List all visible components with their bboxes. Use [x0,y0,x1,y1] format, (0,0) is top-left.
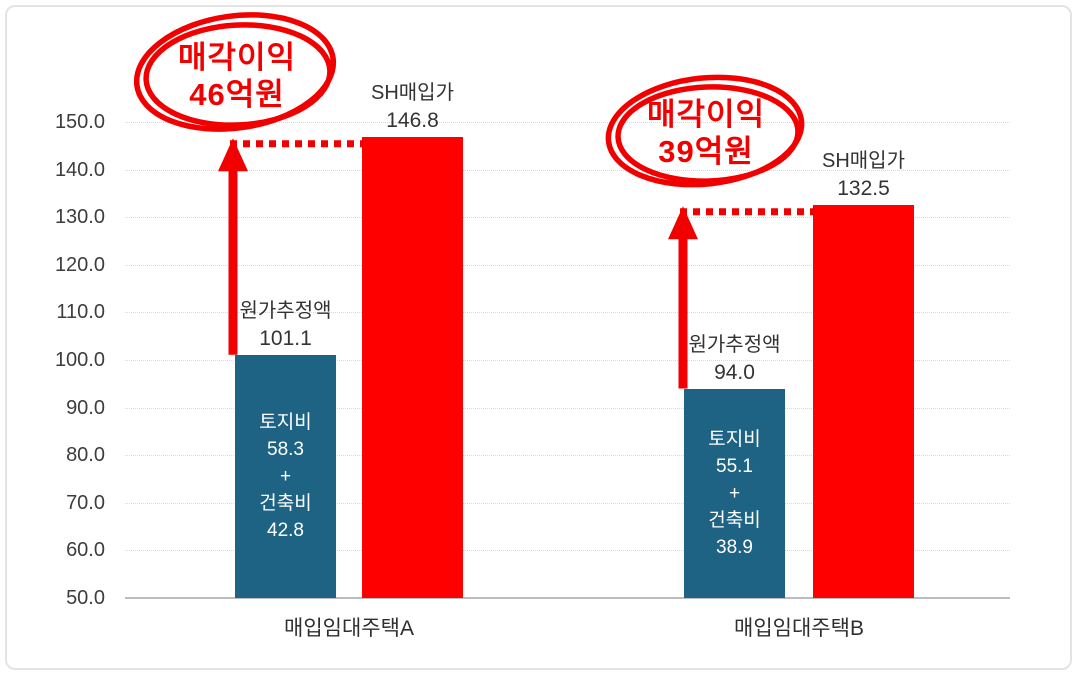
cost-estimate-title: 원가추정액 [239,299,332,322]
sale-profit-label: 매각이익 [177,40,297,75]
y-gridline [125,312,1010,314]
cost-estimate-label-a: 원가추정액 101.1 [191,297,381,353]
y-tick-label: 90.0 [66,396,105,419]
y-tick-label: 150.0 [54,111,105,133]
construction-cost-value: 42.8 [267,519,304,541]
y-tick-label: 140.0 [54,158,105,181]
price-bar-a [362,137,463,598]
y-tick-label: 120.0 [54,253,105,276]
y-gridline [125,217,1010,219]
sh-purchase-title: SH매입가 [822,150,905,173]
construction-cost-value: 38.9 [716,536,753,558]
construction-cost-label: 건축비 [259,492,312,514]
plus-sign: + [279,465,292,487]
sale-profit-annotation-b: 매각이익 39억원 [601,96,811,170]
y-tick-label: 100.0 [54,349,105,371]
sh-purchase-label-a: SH매입가 146.8 [318,79,508,135]
sale-profit-annotation-a: 매각이익 46억원 [132,39,342,113]
sh-purchase-value: 132.5 [837,177,890,201]
cost-bar-b-breakdown: 토지비 55.1 + 건축비 38.9 [684,389,785,598]
sale-profit-value: 39억원 [658,134,754,169]
cost-estimate-label-b: 원가추정액 94.0 [640,331,830,387]
y-gridline [125,550,1010,552]
construction-cost-label: 건축비 [708,509,761,531]
cost-bar-b: 토지비 55.1 + 건축비 38.9 [684,388,785,598]
y-tick-label: 50.0 [66,587,105,609]
sale-profit-value: 46억원 [189,77,285,112]
y-gridline [125,264,1010,266]
cost-bar-a: 토지비 58.3 + 건축비 42.8 [235,354,336,598]
x-axis-label-b: 매입임대주택B [734,617,864,640]
sh-purchase-label-b: SH매입가 132.5 [769,147,959,203]
y-tick-label: 80.0 [66,444,105,467]
cost-estimate-value: 94.0 [714,360,755,384]
y-tick-label: 110.0 [56,301,105,324]
x-axis-baseline [125,597,1010,599]
land-cost-label: 토지비 [708,428,761,450]
x-axis-label-a: 매입임대주택A [284,617,414,640]
y-gridline [125,502,1010,504]
y-tick-label: 70.0 [66,491,105,514]
y-gridline [125,122,1010,123]
profit-arrow-head [218,138,248,172]
y-gridline [125,407,1010,409]
y-gridline [125,169,1010,171]
sale-profit-label: 매각이익 [646,97,766,132]
y-gridline [125,455,1010,457]
land-cost-value: 55.1 [716,455,753,477]
y-gridline [125,360,1010,361]
cost-bar-a-breakdown: 토지비 58.3 + 건축비 42.8 [235,355,336,598]
sh-purchase-value: 146.8 [386,109,439,133]
profit-arrow-head [668,206,698,240]
land-cost-label: 토지비 [259,411,312,433]
cost-estimate-title: 원가추정액 [688,333,781,356]
plus-sign: + [728,482,741,504]
y-tick-label: 60.0 [66,539,105,562]
price-bar-b [813,205,914,598]
y-tick-label: 130.0 [54,206,105,229]
land-cost-value: 58.3 [267,438,304,460]
sh-purchase-title: SH매입가 [371,82,454,105]
cost-estimate-value: 101.1 [259,326,312,350]
